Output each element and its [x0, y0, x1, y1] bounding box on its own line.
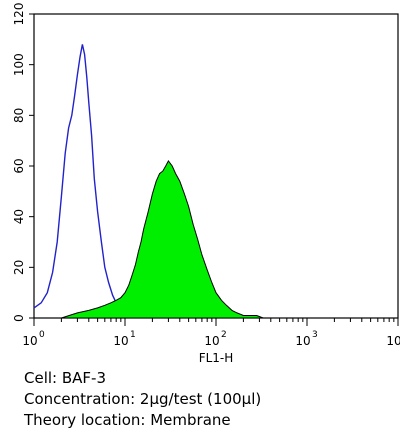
caption-location: Theory location: Membrane: [24, 411, 231, 429]
x-axis-ticks: 100101102103104: [22, 318, 400, 348]
y-tick-label: 100: [12, 53, 26, 76]
x-tick-label-exponent: 3: [312, 330, 318, 340]
y-tick-label: 40: [12, 209, 26, 224]
x-tick-label-exponent: 1: [130, 330, 136, 340]
x-axis-title: FL1-H: [199, 351, 234, 365]
caption-cell: Cell: BAF-3: [24, 369, 106, 387]
y-tick-label: 60: [12, 158, 26, 173]
x-tick-label-exponent: 2: [221, 330, 227, 340]
outline-histogram: [33, 44, 133, 317]
filled-histogram: [61, 159, 271, 319]
y-tick-label: 20: [12, 260, 26, 275]
x-tick-label-base: 10: [295, 334, 310, 348]
y-tick-label: 0: [12, 314, 26, 322]
x-tick-label-exponent: 0: [39, 330, 45, 340]
caption-concentration: Concentration: 2µg/test (100µl): [24, 390, 262, 408]
series-layer: [33, 44, 271, 319]
x-tick-label-base: 10: [22, 334, 37, 348]
y-tick-label: 80: [12, 108, 26, 123]
x-tick-label-base: 10: [386, 334, 400, 348]
plot-frame: [33, 13, 399, 319]
y-tick-label: 120: [12, 3, 26, 26]
x-tick-label-base: 10: [113, 334, 128, 348]
y-axis-ticks: 0 20 40 60 80 100 120: [12, 3, 34, 322]
x-tick-label-base: 10: [204, 334, 219, 348]
